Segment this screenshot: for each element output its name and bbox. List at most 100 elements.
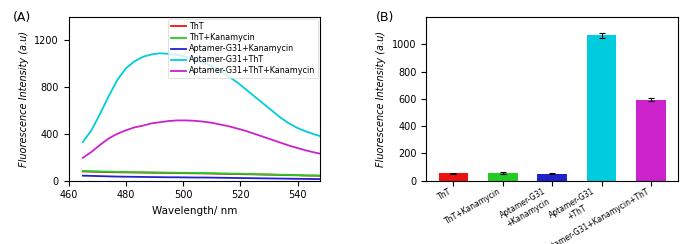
- Line: Aptamer-G31+ThT+Kanamycin: Aptamer-G31+ThT+Kanamycin: [83, 121, 321, 158]
- Aptamer-G31+ThT+Kanamycin: [242, 130, 250, 132]
- ThT: [251, 173, 259, 176]
- Line: Aptamer-G31+ThT: Aptamer-G31+ThT: [83, 53, 321, 142]
- ThT: [199, 172, 207, 175]
- ThT+Kanamycin: [310, 174, 319, 177]
- ThT+Kanamycin: [182, 171, 190, 174]
- ThT: [79, 170, 87, 173]
- ThT: [96, 171, 104, 173]
- Aptamer-G31+ThT: [173, 54, 182, 57]
- Aptamer-G31+ThT+Kanamycin: [139, 124, 147, 127]
- Aptamer-G31+Kanamycin: [276, 177, 284, 180]
- ThT: [156, 171, 164, 174]
- ThT: [259, 173, 267, 176]
- Aptamer-G31+Kanamycin: [316, 178, 325, 181]
- ThT: [139, 171, 147, 174]
- Aptamer-G31+ThT: [79, 141, 87, 143]
- ThT: [164, 172, 173, 174]
- Aptamer-G31+Kanamycin: [268, 177, 276, 180]
- Text: (B): (B): [376, 10, 395, 23]
- Aptamer-G31+ThT: [156, 52, 164, 55]
- Aptamer-G31+ThT+Kanamycin: [182, 119, 190, 122]
- Aptamer-G31+ThT: [302, 130, 310, 133]
- Aptamer-G31+Kanamycin: [182, 176, 190, 179]
- Aptamer-G31+ThT: [164, 52, 173, 55]
- Aptamer-G31+Kanamycin: [259, 177, 267, 180]
- Y-axis label: Fluorescence Intensity (a.u): Fluorescence Intensity (a.u): [377, 31, 386, 167]
- Aptamer-G31+ThT+Kanamycin: [105, 137, 113, 140]
- ThT+Kanamycin: [147, 171, 155, 174]
- Aptamer-G31+Kanamycin: [105, 175, 113, 178]
- Aptamer-G31+Kanamycin: [113, 175, 121, 178]
- ThT+Kanamycin: [293, 174, 301, 177]
- Aptamer-G31+ThT: [293, 127, 301, 130]
- ThT: [293, 174, 301, 177]
- Aptamer-G31+ThT+Kanamycin: [96, 143, 104, 146]
- Aptamer-G31+ThT+Kanamycin: [225, 125, 233, 128]
- ThT+Kanamycin: [302, 174, 310, 177]
- Aptamer-G31+ThT+Kanamycin: [268, 138, 276, 141]
- ThT: [87, 170, 95, 173]
- Aptamer-G31+ThT+Kanamycin: [310, 151, 319, 154]
- ThT: [234, 173, 242, 175]
- Bar: [636, 100, 666, 181]
- Aptamer-G31+Kanamycin: [242, 177, 250, 180]
- Aptamer-G31+ThT+Kanamycin: [302, 149, 310, 152]
- Aptamer-G31+ThT: [139, 55, 147, 58]
- ThT+Kanamycin: [173, 171, 182, 174]
- Text: (A): (A): [13, 10, 32, 23]
- Aptamer-G31+ThT: [268, 109, 276, 112]
- ThT: [268, 173, 276, 176]
- Aptamer-G31+ThT+Kanamycin: [87, 151, 95, 153]
- Legend: ThT, ThT+Kanamycin, Aptamer-G31+Kanamycin, Aptamer-G31+ThT, Aptamer-G31+ThT+Kana: ThT, ThT+Kanamycin, Aptamer-G31+Kanamyci…: [169, 20, 318, 78]
- Aptamer-G31+ThT: [285, 122, 293, 125]
- ThT+Kanamycin: [251, 173, 259, 176]
- Bar: [587, 35, 616, 181]
- Aptamer-G31+ThT+Kanamycin: [259, 135, 267, 138]
- ThT+Kanamycin: [216, 172, 224, 175]
- ThT+Kanamycin: [234, 172, 242, 175]
- Aptamer-G31+Kanamycin: [302, 177, 310, 180]
- Aptamer-G31+ThT: [182, 55, 190, 58]
- Line: ThT+Kanamycin: ThT+Kanamycin: [83, 171, 321, 176]
- Aptamer-G31+Kanamycin: [310, 178, 319, 181]
- Aptamer-G31+Kanamycin: [251, 177, 259, 180]
- Aptamer-G31+ThT: [96, 112, 104, 115]
- ThT+Kanamycin: [105, 170, 113, 173]
- Aptamer-G31+ThT+Kanamycin: [173, 119, 182, 122]
- Aptamer-G31+Kanamycin: [234, 176, 242, 179]
- Aptamer-G31+ThT+Kanamycin: [276, 141, 284, 144]
- Aptamer-G31+Kanamycin: [293, 177, 301, 180]
- ThT: [216, 172, 224, 175]
- ThT+Kanamycin: [87, 170, 95, 173]
- ThT: [130, 171, 138, 174]
- ThT+Kanamycin: [130, 171, 138, 174]
- Aptamer-G31+Kanamycin: [225, 176, 233, 179]
- ThT: [285, 174, 293, 177]
- ThT: [190, 172, 199, 175]
- Aptamer-G31+ThT: [242, 88, 250, 91]
- Aptamer-G31+ThT: [87, 129, 95, 132]
- Aptamer-G31+Kanamycin: [173, 176, 182, 179]
- ThT+Kanamycin: [96, 170, 104, 173]
- ThT: [316, 174, 325, 177]
- Y-axis label: Fluorescence Intensity (a.u): Fluorescence Intensity (a.u): [18, 31, 29, 167]
- ThT: [242, 173, 250, 176]
- Aptamer-G31+Kanamycin: [96, 175, 104, 178]
- Aptamer-G31+Kanamycin: [285, 177, 293, 180]
- Aptamer-G31+ThT+Kanamycin: [130, 126, 138, 129]
- ThT+Kanamycin: [122, 171, 130, 173]
- ThT: [113, 171, 121, 174]
- ThT+Kanamycin: [316, 174, 325, 177]
- Aptamer-G31+Kanamycin: [139, 175, 147, 178]
- Aptamer-G31+Kanamycin: [147, 176, 155, 179]
- Aptamer-G31+ThT+Kanamycin: [122, 129, 130, 132]
- Aptamer-G31+ThT: [105, 95, 113, 98]
- ThT: [147, 171, 155, 174]
- ThT+Kanamycin: [164, 171, 173, 174]
- Aptamer-G31+ThT+Kanamycin: [285, 144, 293, 147]
- Aptamer-G31+ThT+Kanamycin: [190, 119, 199, 122]
- ThT+Kanamycin: [259, 173, 267, 176]
- Bar: [488, 173, 518, 181]
- ThT+Kanamycin: [225, 172, 233, 175]
- Aptamer-G31+ThT+Kanamycin: [156, 121, 164, 124]
